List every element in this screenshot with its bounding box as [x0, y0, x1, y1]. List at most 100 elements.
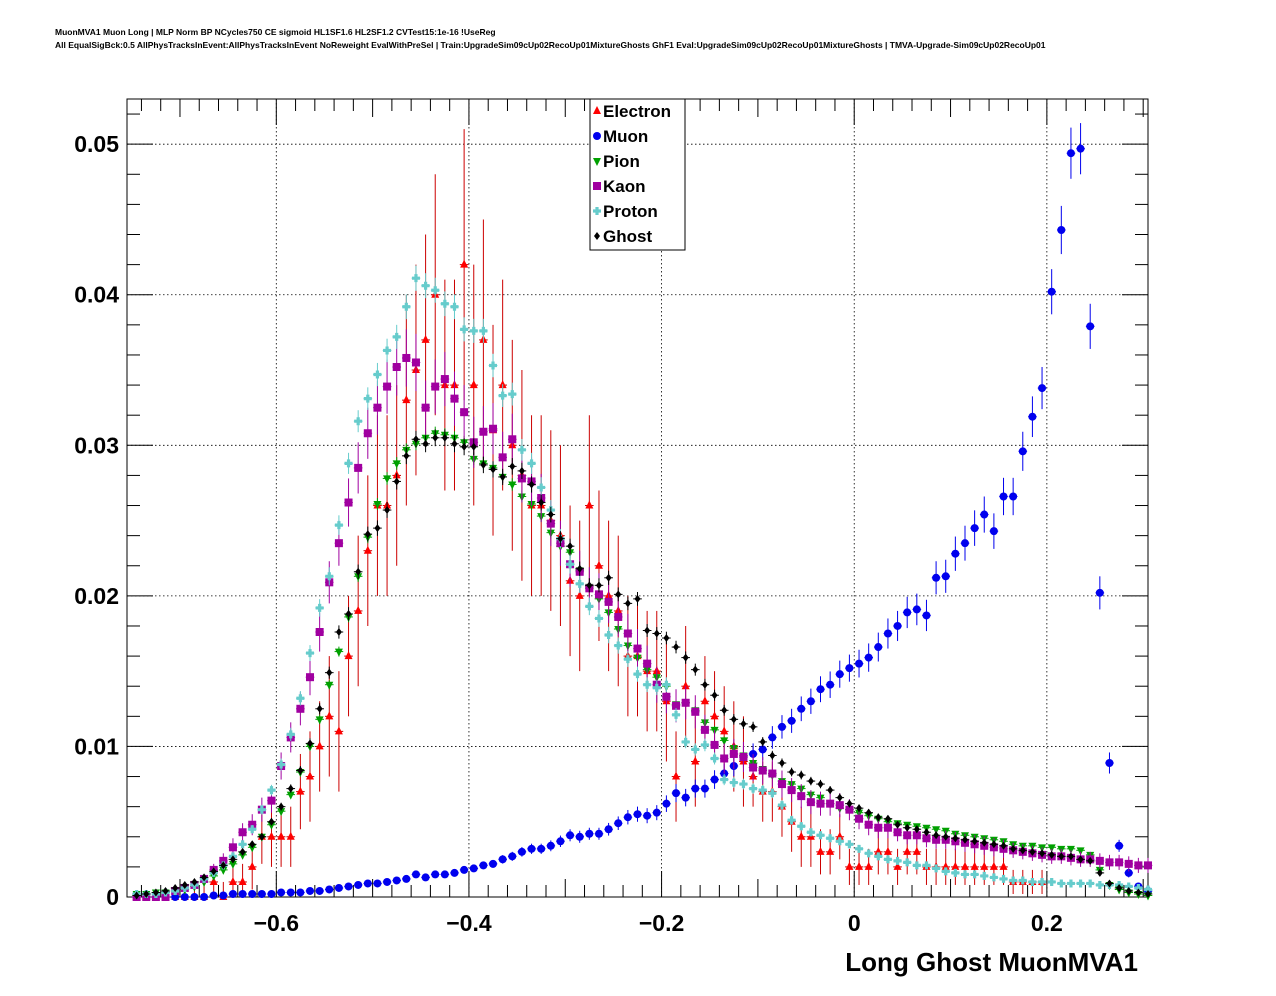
data-point-kaon: [507, 413, 517, 465]
data-point-kaon: [604, 580, 613, 623]
data-point-muon: [873, 632, 883, 662]
data-point-ghost: [363, 526, 373, 542]
data-point-proton: [912, 861, 922, 870]
legend-label-muon: Muon: [603, 127, 648, 146]
data-point-muon: [180, 893, 190, 901]
data-point-ghost: [353, 564, 363, 580]
series-electron: [132, 129, 1047, 900]
data-point-proton: [970, 870, 979, 879]
data-point-kaon: [1134, 857, 1143, 873]
data-point-ghost: [151, 888, 161, 897]
data-point-muon: [883, 618, 893, 649]
data-point-ghost: [662, 631, 671, 645]
data-point-proton: [382, 338, 392, 363]
legend-entry-proton: Proton: [593, 202, 658, 221]
data-point-pion: [373, 498, 382, 511]
data-point-muon: [989, 513, 999, 549]
data-point-ghost: [585, 578, 594, 593]
data-point-ghost: [527, 476, 536, 493]
data-point-ghost: [604, 570, 613, 585]
y-tick-label: 0.05: [74, 131, 119, 157]
legend-marker-electron: [593, 106, 601, 114]
data-point-muon: [835, 660, 845, 688]
data-point-kaon: [787, 778, 796, 803]
data-point-muon: [469, 864, 479, 873]
data-point-ghost: [912, 825, 922, 834]
data-point-pion: [324, 680, 334, 690]
data-point-muon: [1076, 123, 1085, 175]
data-point-proton: [671, 708, 681, 722]
data-point-muon: [613, 816, 623, 830]
data-point-muon: [382, 877, 392, 886]
data-point-muon: [363, 879, 373, 888]
data-point-muon: [440, 870, 450, 879]
data-point-proton: [633, 666, 642, 682]
data-point-electron: [951, 848, 960, 885]
data-point-kaon: [488, 403, 498, 455]
legend-marker-proton: [593, 207, 602, 215]
data-point-proton: [392, 324, 402, 349]
data-point-ghost: [190, 877, 199, 886]
data-point-kaon: [161, 893, 170, 901]
data-point-muon: [796, 696, 806, 722]
data-point-kaon: [363, 407, 373, 459]
data-point-ghost: [373, 520, 382, 536]
data-point-kaon: [450, 371, 459, 426]
data-point-ghost: [286, 784, 296, 793]
data-point-electron: [960, 848, 970, 885]
data-point-ghost: [1018, 846, 1028, 855]
x-tick-label: −0.6: [254, 910, 299, 936]
data-point-muon: [315, 886, 324, 895]
data-point-proton: [739, 778, 748, 790]
data-point-proton: [363, 387, 373, 410]
data-point-proton: [430, 277, 440, 303]
data-point-muon: [507, 851, 517, 861]
data-point-proton: [488, 353, 498, 378]
data-point-ghost: [469, 438, 479, 456]
data-point-electron: [845, 848, 854, 885]
data-point-muon: [931, 561, 941, 595]
data-point-proton: [450, 294, 459, 320]
data-point-muon: [1028, 396, 1037, 438]
data-point-pion: [392, 457, 402, 470]
data-point-electron: [575, 520, 585, 672]
data-point-muon: [209, 891, 219, 900]
data-point-ghost: [1124, 886, 1134, 895]
data-point-ghost: [623, 596, 633, 611]
data-point-kaon: [719, 743, 729, 774]
data-point-proton: [411, 265, 421, 291]
data-point-pion: [1047, 844, 1056, 853]
data-series: [132, 123, 1153, 901]
data-point-proton: [1008, 876, 1018, 885]
data-point-proton: [768, 787, 777, 799]
data-point-ghost: [748, 721, 758, 732]
data-point-kaon: [623, 613, 633, 654]
data-point-ghost: [209, 867, 219, 876]
y-tick-label: 0.04: [74, 282, 119, 308]
data-point-ghost: [999, 841, 1008, 850]
data-point-muon: [1047, 269, 1056, 315]
data-point-muon: [450, 868, 459, 877]
data-point-ghost: [1105, 879, 1114, 888]
data-point-ghost: [296, 766, 305, 776]
data-point-muon: [411, 870, 421, 879]
data-point-muon: [768, 726, 777, 749]
data-point-pion: [315, 714, 324, 725]
x-tick-label: 0.2: [1031, 910, 1063, 936]
data-point-ghost: [556, 531, 565, 547]
data-point-muon: [710, 770, 719, 789]
data-point-electron: [286, 806, 296, 867]
legend-marker-kaon: [593, 182, 601, 190]
data-point-proton: [286, 727, 296, 742]
data-point-proton: [1028, 877, 1037, 886]
data-point-electron: [893, 848, 902, 885]
data-point-kaon: [613, 597, 623, 637]
data-point-proton: [989, 873, 999, 882]
data-point-kaon: [305, 659, 315, 696]
data-point-ghost: [219, 861, 228, 870]
data-point-ghost: [344, 607, 353, 621]
data-point-muon: [671, 784, 681, 803]
data-point-ghost: [922, 828, 931, 837]
legend-entry-kaon: Kaon: [593, 177, 646, 196]
data-point-ghost: [979, 838, 989, 847]
